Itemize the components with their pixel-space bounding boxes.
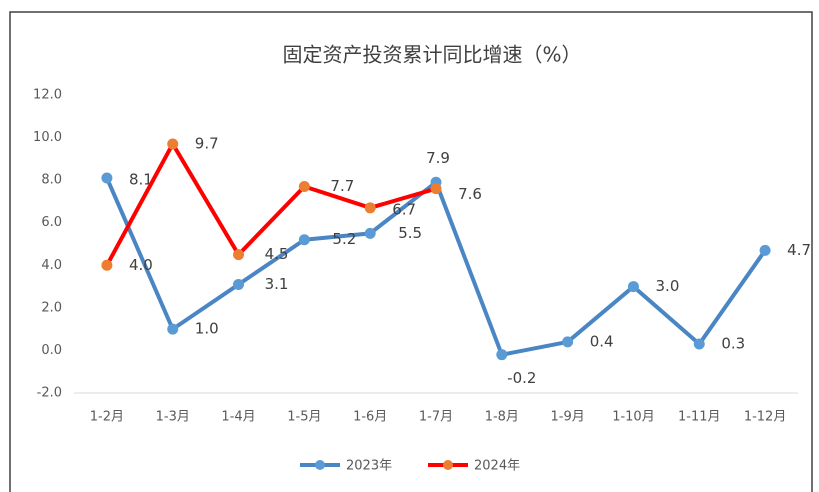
legend-label: 2023年 — [346, 459, 392, 474]
data-point — [233, 278, 245, 290]
data-point — [430, 183, 442, 195]
data-point — [101, 172, 113, 184]
legend-marker — [443, 460, 453, 470]
data-point — [364, 202, 376, 214]
data-label: 7.9 — [426, 149, 450, 167]
data-label: 8.1 — [129, 171, 153, 189]
data-label: 0.4 — [590, 332, 614, 350]
x-tick-label: 1-7月 — [419, 410, 453, 425]
x-tick-label: 1-2月 — [90, 410, 124, 425]
x-tick-label: 1-5月 — [287, 410, 321, 425]
data-label: 4.0 — [129, 256, 153, 274]
data-label: 3.0 — [656, 277, 680, 295]
data-label: 0.3 — [721, 335, 745, 353]
data-label: 7.7 — [330, 177, 354, 195]
y-tick-label: 4.0 — [41, 258, 62, 273]
legend-marker — [315, 460, 325, 470]
data-point — [167, 323, 179, 335]
x-tick-label: 1-11月 — [678, 410, 721, 425]
x-tick-label: 1-9月 — [551, 410, 585, 425]
data-point — [298, 181, 310, 193]
data-point — [627, 281, 639, 293]
data-label: 5.5 — [398, 224, 422, 242]
data-label: 4.7 — [787, 241, 811, 259]
data-label: -0.2 — [507, 369, 536, 387]
y-tick-label: 10.0 — [33, 130, 62, 145]
data-point — [233, 249, 245, 261]
data-point — [298, 234, 310, 246]
data-point — [167, 138, 179, 150]
x-tick-label: 1-3月 — [156, 410, 190, 425]
data-label: 4.5 — [265, 245, 289, 263]
x-tick-label: 1-10月 — [612, 410, 655, 425]
y-tick-label: 0.0 — [41, 343, 62, 358]
legend-label: 2024年 — [474, 459, 520, 474]
x-tick-label: 1-6月 — [353, 410, 387, 425]
data-point — [496, 349, 508, 361]
chart-title: 固定资产投资累计同比增速（%） — [282, 43, 581, 67]
data-point — [562, 336, 574, 348]
data-point — [759, 244, 771, 256]
series-line — [105, 141, 437, 267]
data-label: 1.0 — [195, 320, 219, 338]
y-tick-label: -2.0 — [37, 386, 62, 401]
data-point — [101, 259, 113, 271]
y-tick-label: 6.0 — [41, 215, 62, 230]
y-tick-label: 2.0 — [41, 300, 62, 315]
data-label: 6.7 — [392, 200, 416, 218]
data-label: 9.7 — [195, 134, 219, 152]
x-tick-label: 1-4月 — [221, 410, 255, 425]
data-point — [364, 227, 376, 239]
x-tick-label: 1-8月 — [485, 410, 519, 425]
data-label: 7.6 — [458, 185, 482, 203]
y-tick-label: 8.0 — [41, 173, 62, 188]
data-label: 3.1 — [265, 275, 289, 293]
chart-frame — [9, 11, 813, 492]
data-label: 5.2 — [332, 230, 356, 248]
x-tick-label: 1-12月 — [744, 410, 787, 425]
y-tick-label: 12.0 — [33, 88, 62, 103]
data-point — [693, 338, 705, 350]
